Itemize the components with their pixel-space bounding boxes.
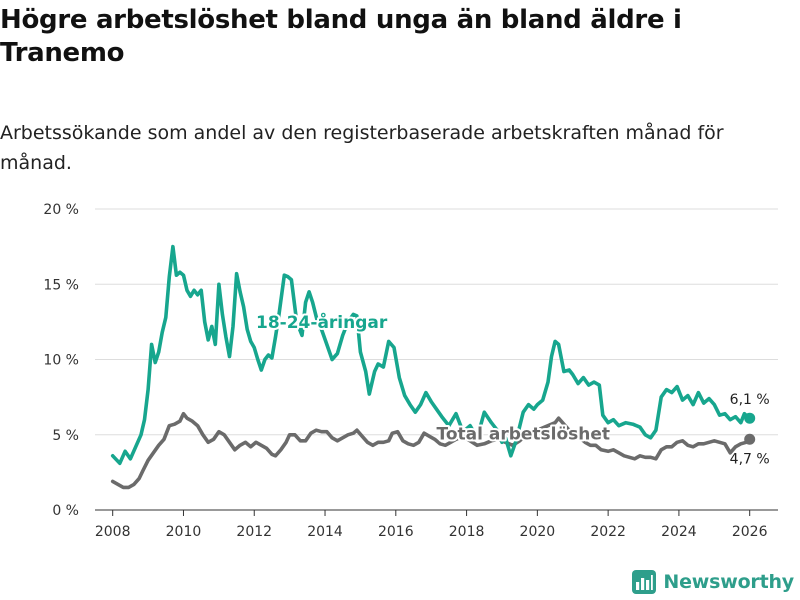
x-tick-label: 2024 bbox=[661, 524, 697, 540]
series-labels: 6,1 % 4,7 % 18-24-åringar Total arbetslöshe… bbox=[254, 309, 770, 467]
brand-logo: Newsworthy bbox=[632, 570, 794, 594]
x-tick-label: 2008 bbox=[95, 524, 131, 540]
y-tick-label: 15 % bbox=[43, 277, 79, 293]
total-end-label: 4,7 % bbox=[730, 451, 770, 467]
youth-series-label: 18-24-åringar bbox=[256, 311, 388, 333]
end-markers bbox=[744, 412, 756, 445]
series-lines bbox=[110, 244, 752, 490]
y-tick-label: 5 % bbox=[52, 428, 79, 444]
x-tick-label: 2018 bbox=[449, 524, 485, 540]
x-tick-label: 2012 bbox=[236, 524, 272, 540]
axes: 0 % 5 % 10 % 15 % 20 % 2008 2010 2012 2014 2016 20… bbox=[43, 202, 767, 540]
gridlines bbox=[95, 208, 778, 511]
x-tick-label: 2016 bbox=[378, 524, 414, 540]
chart-title: Högre arbetslöshet bland unga än bland ä… bbox=[0, 5, 682, 68]
youth-end-label: 6,1 % bbox=[730, 392, 770, 408]
bar-chart-logo-icon bbox=[632, 570, 657, 594]
y-tick-label: 0 % bbox=[52, 503, 79, 519]
x-tick-label: 2022 bbox=[590, 524, 626, 540]
total-series-label: Total arbetslöshet bbox=[437, 424, 611, 444]
x-tick-label: 2026 bbox=[732, 524, 768, 540]
y-tick-label: 10 % bbox=[43, 353, 79, 369]
youth-end-marker bbox=[744, 412, 756, 424]
x-tick-label: 2014 bbox=[307, 524, 343, 540]
total-series-line bbox=[110, 411, 752, 490]
brand-name: Newsworthy bbox=[663, 571, 794, 593]
x-tick-label: 2020 bbox=[520, 524, 556, 540]
youth-series-line bbox=[110, 244, 752, 466]
y-tick-label: 20 % bbox=[43, 202, 79, 218]
x-tick-label: 2010 bbox=[166, 524, 202, 540]
chart-subtitle: Arbetssökande som andel av den registerb… bbox=[0, 122, 724, 174]
total-end-marker bbox=[744, 433, 756, 445]
